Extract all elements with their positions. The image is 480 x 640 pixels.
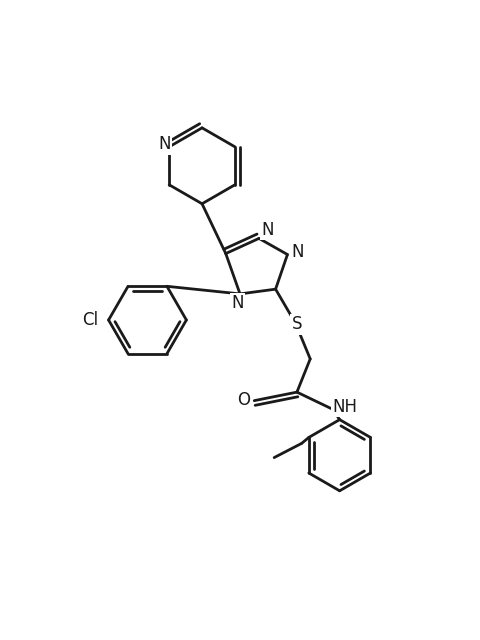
Text: Cl: Cl — [83, 311, 98, 329]
Text: N: N — [231, 294, 244, 312]
Text: O: O — [237, 390, 250, 409]
Text: N: N — [261, 221, 274, 239]
Text: NH: NH — [332, 398, 357, 416]
Text: N: N — [292, 243, 304, 261]
Text: S: S — [292, 316, 302, 333]
Text: N: N — [158, 136, 171, 154]
